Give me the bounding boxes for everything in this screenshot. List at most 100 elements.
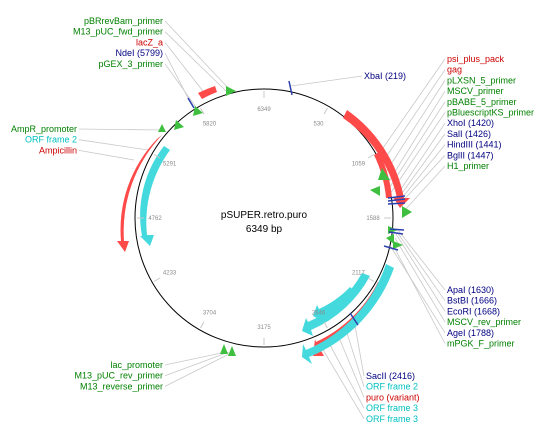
primer-marker-top-3[interactable] (174, 120, 184, 130)
label-ampicillin[interactable]: Ampicillin (39, 145, 77, 155)
gag-arc[interactable] (343, 110, 410, 208)
label-m13-puc-rev-primer[interactable]: M13_pUC_rev_primer (74, 371, 163, 381)
label-plxsn-5-primer[interactable]: pLXSN_5_primer (447, 75, 516, 85)
leader-line (78, 150, 135, 161)
leader-line (397, 229, 446, 291)
leader-line (329, 344, 365, 409)
primer-marker-left[interactable] (158, 124, 166, 132)
label-mscv-rev-primer[interactable]: MSCV_rev_primer (447, 317, 521, 327)
label-h1-primer[interactable]: H1_primer (447, 161, 489, 171)
label-orf-frame-3[interactable]: ORF frame 3 (366, 403, 418, 413)
primer-marker-bottom-left-2[interactable] (228, 346, 236, 356)
sacii-site-tick[interactable] (349, 312, 359, 326)
leader-line (397, 144, 446, 204)
label-sacii-2416[interactable]: SacII (2416) (366, 371, 415, 381)
ampicillin-arc[interactable] (117, 135, 162, 252)
leader-line (396, 133, 446, 201)
label-mpgk-f-primer[interactable]: mPGK_F_primer (447, 339, 515, 349)
position-tick-label: 4233 (163, 271, 177, 277)
primer-marker-right-2[interactable] (370, 186, 380, 196)
label-pbabe-5-primer[interactable]: pBABE_5_primer (447, 97, 517, 107)
primer-marker-top-2[interactable] (193, 106, 203, 116)
primer-marker-right-3[interactable] (402, 206, 412, 218)
position-ticks: 6349 530 1059 1588 2117 2646 3175 3704 4233 4762 5… (137, 91, 391, 345)
lacZ-a-arc[interactable] (198, 86, 217, 99)
leader-line (394, 122, 446, 199)
label-pbrrevbam-primer[interactable]: pBRrevBam_primer (84, 16, 163, 26)
leader-line (164, 20, 232, 92)
orf-frame2-arc[interactable] (302, 273, 370, 336)
label-hindiii-1441[interactable]: HindIII (1441) (447, 140, 502, 150)
plasmid-size: 6349 bp (246, 224, 283, 235)
leader-line (164, 42, 207, 96)
xhoi-site-tick[interactable] (387, 195, 406, 199)
label-orf-frame-3[interactable]: ORF frame 3 (366, 414, 418, 424)
label-orf-frame-2[interactable]: ORF frame 2 (25, 135, 77, 145)
label-gag[interactable]: gag (447, 65, 462, 75)
label-bglii-1447[interactable]: BglII (1447) (447, 150, 494, 160)
label-agei-1788[interactable]: AgeI (1788) (447, 328, 494, 338)
leader-line (164, 351, 234, 387)
leader-line (78, 139, 149, 151)
apai-site-tick[interactable] (389, 228, 405, 231)
leader-line (164, 52, 191, 103)
position-tick-label: 2646 (312, 310, 326, 316)
label-ndei-5799[interactable]: NdeI (5799) (115, 48, 163, 58)
label-pbluescriptks-primer[interactable]: pBluescriptKS_primer (447, 108, 534, 118)
label-puro-variant[interactable]: puro (variant) (366, 392, 420, 402)
sali-site-tick[interactable] (387, 198, 406, 202)
position-tick-label: 5291 (163, 162, 177, 168)
position-tick-label: 5820 (203, 122, 217, 128)
orf-frame3-arc-inner[interactable] (313, 287, 356, 322)
primer-marker-top-1[interactable] (226, 86, 236, 96)
leader-line (379, 69, 446, 167)
label-leader-lines (78, 20, 446, 420)
label-lac-promoter[interactable]: lac_promoter (110, 360, 163, 370)
feature-arcs (117, 80, 412, 364)
leader-line (164, 63, 199, 111)
position-tick-2 (367, 154, 375, 159)
agei-site-tick[interactable] (383, 245, 399, 251)
leader-line (385, 90, 446, 187)
position-tick-label: 1059 (352, 162, 366, 168)
label-apai-1630[interactable]: ApaI (1630) (447, 285, 494, 295)
label-mscv-primer[interactable]: MSCV_primer (447, 86, 504, 96)
feature-labels: pBRrevBam_primerM13_pUC_fwd_primerlacZ_a… (11, 16, 534, 424)
primer-marker-right-6[interactable] (386, 234, 394, 244)
leader-line (390, 246, 446, 334)
primer-marker-right-1[interactable] (378, 168, 390, 180)
primer-marker-bottom-left-1[interactable] (220, 344, 228, 354)
leader-line (398, 155, 446, 206)
label-orf-frame-2[interactable]: ORF frame 2 (366, 382, 418, 392)
ecori-site-tick[interactable] (388, 231, 404, 235)
backbone-circle (134, 88, 394, 348)
position-tick-7 (200, 321, 205, 329)
label-pgex-3-primer[interactable]: pGEX_3_primer (98, 59, 163, 69)
leader-line (392, 244, 446, 344)
label-m13-reverse-primer[interactable]: M13_reverse_primer (80, 381, 163, 391)
position-tick-1 (323, 107, 328, 115)
leader-line (321, 347, 365, 420)
label-ampr-promoter[interactable]: AmpR_promoter (11, 124, 77, 134)
xbai-site-tick[interactable] (288, 80, 293, 96)
leader-line (345, 329, 365, 387)
position-tick-8 (153, 277, 161, 282)
label-lacz-a[interactable]: lacZ_a (136, 37, 163, 47)
leader-line (353, 319, 365, 377)
orf-frame3-arc-outer[interactable] (302, 264, 394, 364)
label-sali-1426[interactable]: SalI (1426) (447, 129, 491, 139)
position-tick-4 (367, 277, 375, 282)
primer-marker-right-5[interactable] (393, 241, 403, 249)
orf-frame2-left-arc[interactable] (140, 146, 170, 246)
label-xhoi-1420[interactable]: XhoI (1420) (447, 118, 494, 128)
ndei-site-tick[interactable] (187, 97, 195, 109)
label-ecori-1668[interactable]: EcoRI (1668) (447, 306, 500, 316)
label-bstbi-1666[interactable]: BstBI (1666) (447, 296, 497, 306)
label-m13-puc-fwd-primer[interactable]: M13_pUC_fwd_primer (73, 27, 163, 37)
leader-line (383, 80, 446, 176)
label-psi-plus-pack[interactable]: psi_plus_pack (447, 54, 505, 64)
hindiii-site-tick[interactable] (387, 202, 406, 205)
leader-line (290, 75, 363, 87)
label-xbai-219[interactable]: XbaI (219) (364, 71, 406, 81)
